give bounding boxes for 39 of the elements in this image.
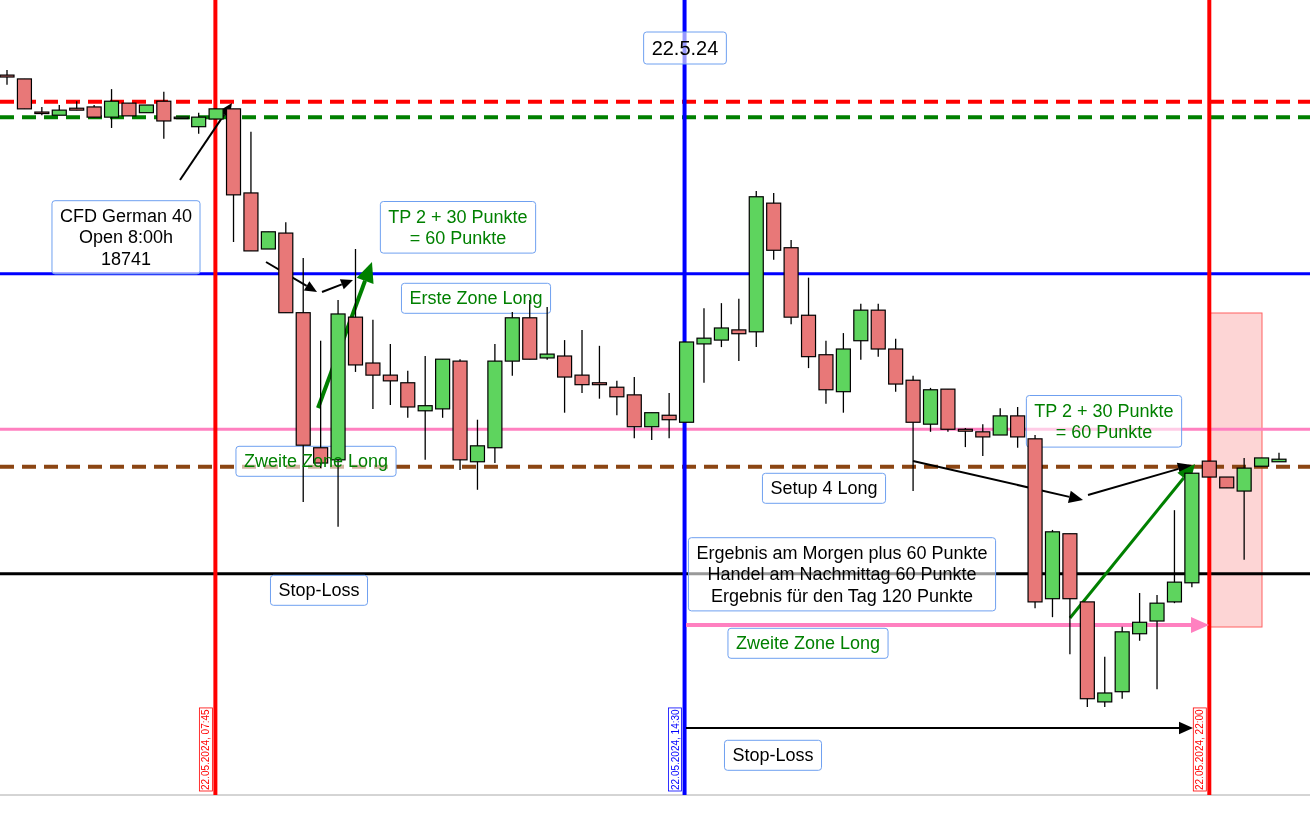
candlestick bbox=[556, 339, 573, 414]
candlestick bbox=[191, 112, 207, 135]
text: 22.05.2024, 22:00 bbox=[1194, 708, 1206, 790]
candlestick bbox=[644, 412, 660, 441]
candlestick bbox=[957, 427, 973, 448]
annotation: Zweite Zone Long bbox=[735, 633, 881, 654]
candlestick bbox=[1149, 594, 1165, 690]
text: 22.05.2024, 14:30 bbox=[669, 708, 681, 790]
annotation: TP 2 + 30 Punkte = 60 Punkte bbox=[1034, 400, 1174, 443]
text: 22.05.2024, 07:45 bbox=[200, 708, 212, 790]
candlestick bbox=[1097, 656, 1113, 708]
candlestick bbox=[1236, 457, 1252, 561]
candlestick bbox=[661, 392, 677, 439]
candlestick bbox=[103, 88, 120, 129]
candlestick bbox=[156, 91, 172, 140]
annotation: Erste Zone Long bbox=[409, 288, 543, 309]
annotation: Setup 4 Long bbox=[770, 478, 878, 499]
candlestick bbox=[713, 302, 730, 348]
annotation: Ergebnis am Morgen plus 60 Punkte Handel am Nachmittag 60 Punkte Ergebnis für den Tag 120 Punkte bbox=[696, 542, 988, 606]
chart-title: 22.5.24 bbox=[651, 37, 719, 59]
text: Stop-Loss bbox=[732, 745, 814, 766]
candlestick bbox=[382, 343, 398, 406]
candlestick bbox=[731, 298, 747, 362]
candlestick bbox=[0, 69, 15, 86]
candlestick bbox=[696, 307, 712, 384]
annotation: CFD German 40 Open 8:00h 18741 bbox=[59, 205, 193, 269]
candlestick bbox=[975, 423, 991, 457]
candlestick bbox=[574, 329, 590, 394]
candlestick bbox=[469, 419, 486, 491]
candlestick bbox=[539, 306, 555, 361]
candlestick bbox=[1132, 592, 1148, 642]
candlestick bbox=[417, 355, 433, 461]
candlestick bbox=[591, 345, 608, 400]
annotation: Stop-Loss bbox=[278, 580, 360, 601]
candlestick bbox=[365, 319, 381, 410]
candlestick bbox=[1010, 406, 1026, 449]
candlestick bbox=[992, 407, 1008, 436]
annotation: TP 2 + 30 Punkte = 60 Punkte bbox=[388, 206, 528, 249]
candlestick bbox=[609, 380, 625, 416]
